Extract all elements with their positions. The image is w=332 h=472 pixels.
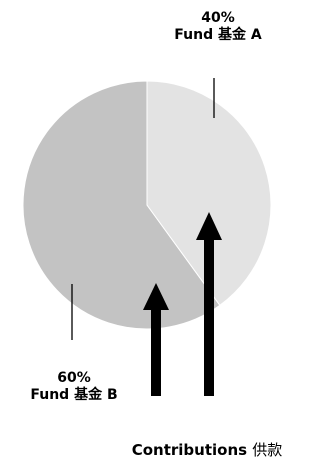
fund-b-label: 60% Fund 基金 B [0, 370, 148, 404]
contributions-label-zh: 供款 [252, 441, 283, 459]
contributions-label: Contributions 供款 [82, 442, 332, 459]
fund-a-slice [146, 80, 272, 307]
fund-a-percent: 40% [201, 10, 235, 26]
fund-b-name: Fund 基金 B [30, 387, 118, 403]
contribution-arrow-left [143, 283, 169, 396]
fund-a-label: 40% Fund 基金 A [148, 10, 288, 44]
contributions-label-en: Contributions [131, 441, 248, 459]
arrow-up-icon [143, 283, 169, 310]
contribution-arrow-right [196, 212, 222, 396]
arrow-up-icon [196, 212, 222, 240]
fund-a-name: Fund 基金 A [174, 27, 262, 43]
fund-b-percent: 60% [57, 370, 91, 386]
